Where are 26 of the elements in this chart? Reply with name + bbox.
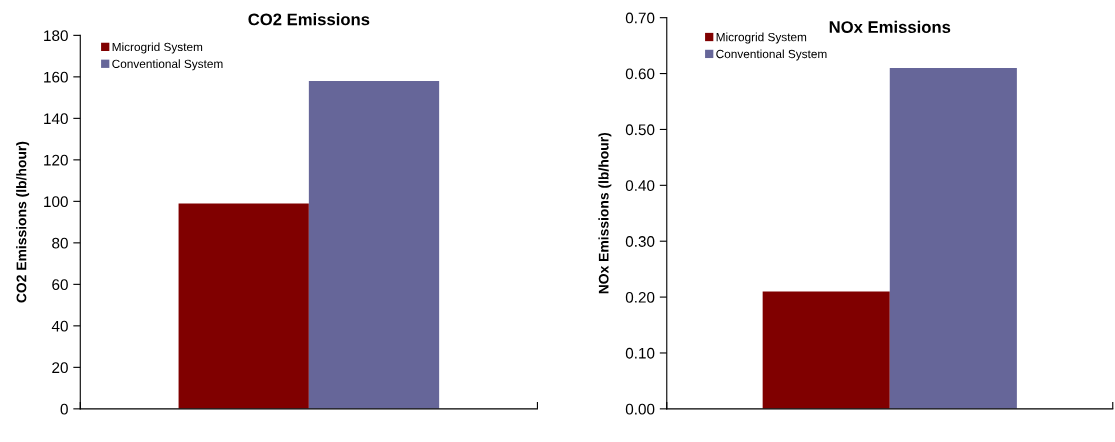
y-tick-label: 0.40 xyxy=(625,180,655,192)
y-tick-label: 60 xyxy=(52,279,68,291)
y-tick-label: 160 xyxy=(44,71,68,83)
y-axis-title: NOx Emissions (lb/hour) xyxy=(598,132,612,294)
y-tick-label: 0.00 xyxy=(625,403,655,415)
chart-title: CO2 Emissions xyxy=(248,13,370,26)
y-tick-label: 20 xyxy=(52,362,68,374)
y-tick-label: 0.10 xyxy=(625,347,655,359)
y-tick-label: 0 xyxy=(60,403,68,415)
y-tick-label: 40 xyxy=(51,320,68,332)
y-tick-label: 140 xyxy=(44,113,68,125)
y-tick-label: 0.30 xyxy=(625,236,655,247)
y-tick-label: 180 xyxy=(44,30,68,42)
legend-label: Conventional System xyxy=(112,59,223,71)
legend-label: Microgrid System xyxy=(112,42,203,54)
legend-label: Conventional System xyxy=(716,49,827,61)
y-tick-label: 0.60 xyxy=(625,68,655,80)
y-tick-label: 0.20 xyxy=(625,291,655,303)
legend-label: Microgrid System xyxy=(716,32,807,44)
y-axis-title: CO2 Emissions (lb/hour) xyxy=(16,141,30,303)
y-tick-label: 120 xyxy=(44,154,68,166)
chart-title: NOx Emissions xyxy=(829,20,951,33)
y-tick-label: 100 xyxy=(44,196,68,208)
y-tick-label: 0.50 xyxy=(625,124,655,136)
y-tick-label: 0.70 xyxy=(625,12,655,24)
y-tick-label: 80 xyxy=(52,237,68,249)
